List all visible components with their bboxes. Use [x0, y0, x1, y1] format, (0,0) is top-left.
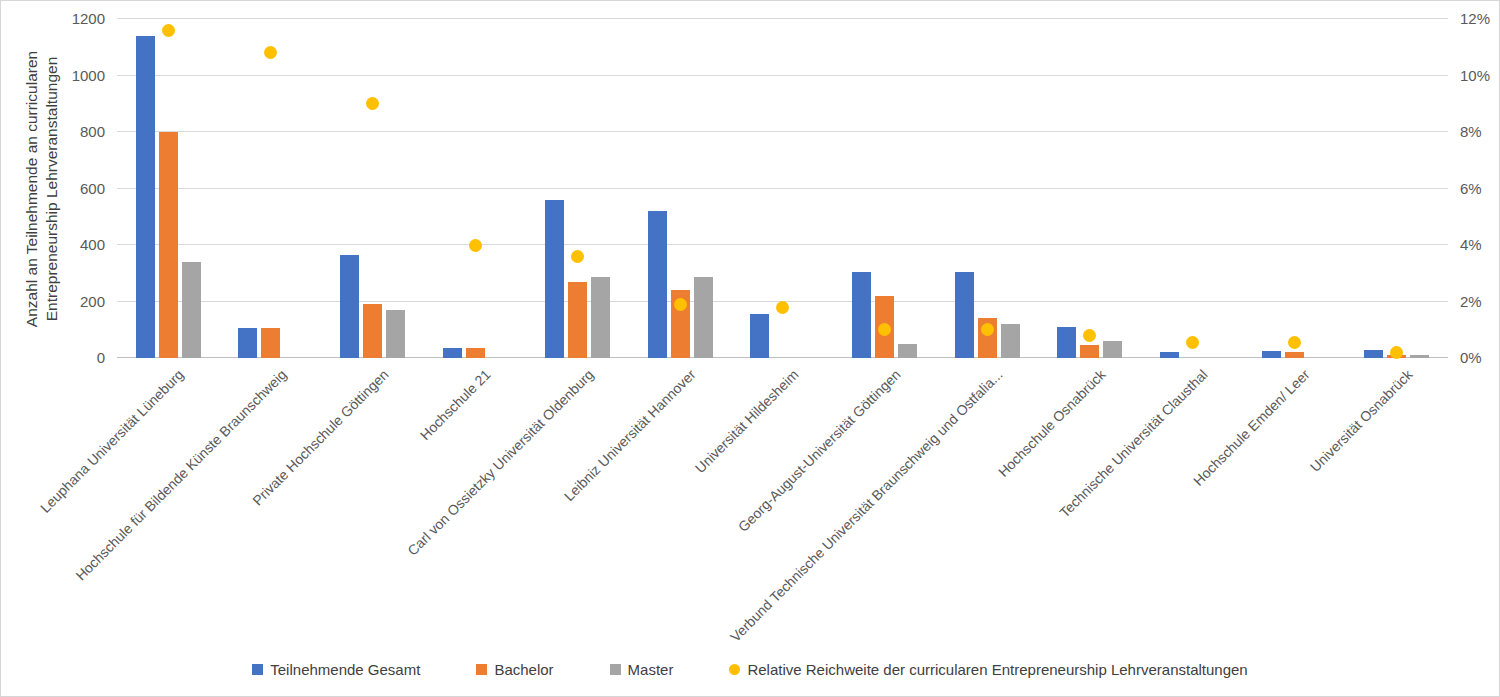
legend-label: Master [628, 661, 674, 678]
scatter-point-relative-reichweite-der-curricularen-ent [469, 239, 482, 252]
scatter-point-relative-reichweite-der-curricularen-ent [776, 301, 789, 314]
bar-teilnehmende-gesamt [1364, 350, 1383, 358]
bar-teilnehmende-gesamt [340, 255, 359, 358]
right-axis-tick-label: 6% [1460, 180, 1500, 197]
gridline [117, 18, 1448, 19]
left-axis-tick-label: 1200 [41, 10, 105, 27]
legend: Teilnehmende Gesamt Bachelor Master Relativ… [1, 661, 1499, 678]
bar-teilnehmende-gesamt [750, 314, 769, 358]
scatter-point-relative-reichweite-der-curricularen-ent [571, 250, 584, 263]
scatter-point-relative-reichweite-der-curricularen-ent [1186, 336, 1199, 349]
legend-item: Relative Reichweite der curricularen Ent… [729, 661, 1247, 678]
bar-teilnehmende-gesamt [648, 211, 667, 358]
gridline [117, 244, 1448, 245]
right-axis-tick-label: 12% [1460, 10, 1500, 27]
bar-master [694, 277, 713, 358]
scatter-point-relative-reichweite-der-curricularen-ent [1288, 336, 1301, 349]
bar-bachelor [568, 282, 587, 358]
bar-bachelor [466, 348, 485, 358]
gridline [117, 188, 1448, 189]
bar-teilnehmende-gesamt [1057, 327, 1076, 358]
legend-label: Teilnehmende Gesamt [270, 661, 420, 678]
bar-teilnehmende-gesamt [238, 328, 257, 358]
bar-teilnehmende-gesamt [545, 200, 564, 358]
gridline [117, 75, 1448, 76]
left-axis-tick-label: 0 [41, 349, 105, 366]
legend-item: Master [610, 661, 674, 678]
legend-item: Teilnehmende Gesamt [252, 661, 420, 678]
scatter-point-relative-reichweite-der-curricularen-ent [162, 24, 175, 37]
legend-item: Bachelor [476, 661, 553, 678]
left-axis-tick-label: 200 [41, 293, 105, 310]
left-axis-title-line1: Anzahl an Teilnehmende an curricularen [22, 51, 42, 327]
bar-teilnehmende-gesamt [955, 272, 974, 358]
right-axis-tick-label: 8% [1460, 123, 1500, 140]
bar-master [182, 262, 201, 358]
x-axis-line [117, 357, 1448, 358]
left-axis-tick-label: 1000 [41, 67, 105, 84]
legend-marker-bachelor [476, 664, 487, 675]
left-axis-tick-label: 600 [41, 180, 105, 197]
legend-marker-teilnehmende-gesamt [252, 664, 263, 675]
left-axis-tick-label: 400 [41, 236, 105, 253]
legend-marker-master [610, 664, 621, 675]
right-axis-tick-label: 4% [1460, 236, 1500, 253]
bar-master [1103, 341, 1122, 358]
chart-container: Anzahl an Teilnehmende an curricularen E… [0, 0, 1500, 697]
bar-teilnehmende-gesamt [1262, 351, 1281, 358]
right-axis-tick-label: 10% [1460, 67, 1500, 84]
gridline [117, 131, 1448, 132]
bar-bachelor [261, 328, 280, 358]
bar-master [386, 310, 405, 358]
bar-master [898, 344, 917, 358]
bar-bachelor [1285, 352, 1304, 358]
bar-master [591, 277, 610, 358]
bar-teilnehmende-gesamt [852, 272, 871, 358]
bar-bachelor [363, 304, 382, 358]
scatter-point-relative-reichweite-der-curricularen-ent [366, 97, 379, 110]
scatter-point-relative-reichweite-der-curricularen-ent [674, 298, 687, 311]
scatter-point-relative-reichweite-der-curricularen-ent [1083, 329, 1096, 342]
bar-bachelor [159, 132, 178, 358]
bar-teilnehmende-gesamt [443, 348, 462, 358]
bar-teilnehmende-gesamt [1160, 352, 1179, 358]
legend-label: Bachelor [494, 661, 553, 678]
left-axis-tick-label: 800 [41, 123, 105, 140]
bar-master [1410, 355, 1429, 358]
scatter-point-relative-reichweite-der-curricularen-ent [981, 323, 994, 336]
scatter-point-relative-reichweite-der-curricularen-ent [264, 46, 277, 59]
bar-teilnehmende-gesamt [136, 36, 155, 358]
legend-label: Relative Reichweite der curricularen Ent… [747, 661, 1247, 678]
bar-bachelor [1080, 345, 1099, 358]
legend-marker-relative-reichweite-der-curricularen-ent [729, 664, 740, 675]
bar-master [1001, 324, 1020, 358]
right-axis-tick-label: 0% [1460, 349, 1500, 366]
right-axis-tick-label: 2% [1460, 293, 1500, 310]
